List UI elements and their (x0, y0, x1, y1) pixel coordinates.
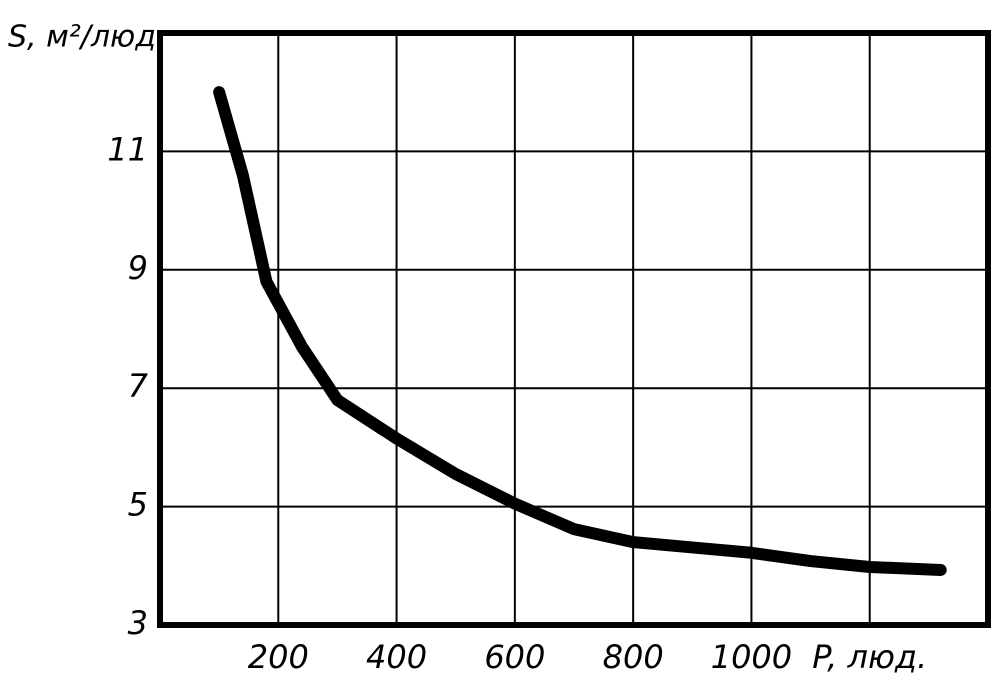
curve (213, 86, 947, 576)
y-tick-label: 11 (107, 130, 148, 168)
x-tick-label: P, люд. (812, 638, 927, 676)
y-tick-label: 5 (128, 486, 148, 524)
plot-frame (157, 30, 991, 628)
x-tick-label: 600 (484, 638, 545, 676)
x-tick-label: 400 (366, 638, 427, 676)
y-tick-label: 3 (128, 604, 148, 642)
y-tick-label: 7 (128, 367, 149, 405)
x-tick-label: 800 (603, 638, 664, 676)
x-tick-label: 1000 (711, 638, 792, 676)
y-axis-label: S, м²/люд. (8, 20, 166, 55)
y-tick-label: 9 (128, 249, 148, 287)
x-tick-label: 200 (248, 638, 309, 676)
